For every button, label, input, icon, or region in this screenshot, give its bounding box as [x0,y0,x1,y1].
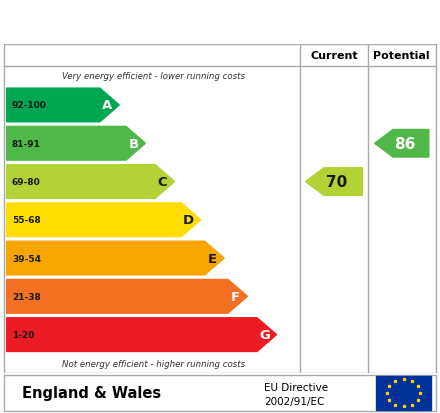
Text: Very energy efficient - lower running costs: Very energy efficient - lower running co… [62,72,245,81]
Bar [376,376,431,410]
Text: 21-38: 21-38 [12,292,40,301]
Polygon shape [7,127,146,161]
Text: 69-80: 69-80 [12,178,40,187]
Polygon shape [7,242,224,275]
Text: Not energy efficient - higher running costs: Not energy efficient - higher running co… [62,359,245,368]
Text: 2002/91/EC: 2002/91/EC [264,396,324,406]
Text: 92-100: 92-100 [12,101,47,110]
Text: England & Wales: England & Wales [22,385,161,401]
Text: D: D [183,214,194,227]
Text: 55-68: 55-68 [12,216,40,225]
Text: EU Directive: EU Directive [264,382,328,392]
Text: E: E [208,252,216,265]
Polygon shape [7,165,175,199]
Text: 39-54: 39-54 [12,254,41,263]
Polygon shape [7,280,247,313]
Text: 70: 70 [326,175,348,190]
Text: B: B [128,138,139,150]
Text: 81-91: 81-91 [12,140,41,148]
Text: C: C [158,176,167,189]
Text: Energy Efficiency Rating: Energy Efficiency Rating [76,12,364,32]
Text: 86: 86 [394,136,415,152]
Text: Potential: Potential [374,51,430,61]
Text: G: G [259,328,270,341]
Polygon shape [7,318,277,351]
Polygon shape [7,89,119,123]
Polygon shape [374,130,429,158]
Text: 1-20: 1-20 [12,330,34,339]
Text: A: A [102,99,112,112]
Polygon shape [305,169,363,196]
Text: Current: Current [310,51,358,61]
Polygon shape [7,204,201,237]
Text: F: F [231,290,240,303]
